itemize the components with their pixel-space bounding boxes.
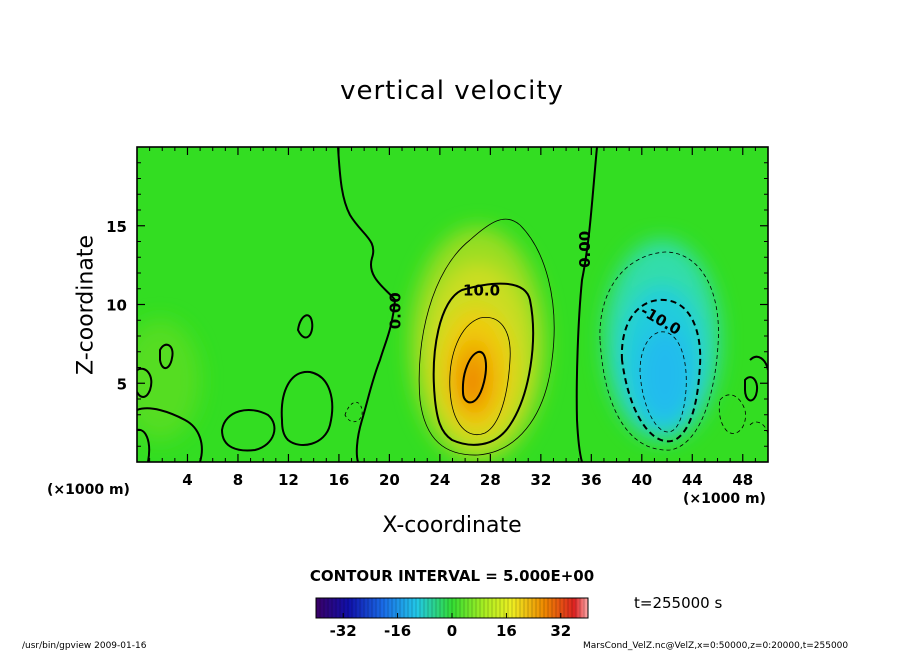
y-tick-label: 10	[106, 297, 127, 315]
contour-interval: CONTOUR INTERVAL = 5.000E+00	[309, 567, 595, 585]
x-axis-label: X-coordinate	[382, 513, 522, 538]
x-tick-label: 24	[429, 471, 450, 489]
contour-5-updraft	[418, 218, 555, 456]
y-tick-label: 5	[117, 375, 127, 393]
x-tick-label: 16	[328, 471, 349, 489]
x-tick-label: 48	[732, 471, 753, 489]
shaded-field	[137, 147, 768, 462]
contour-neg10-downdraft	[620, 298, 702, 443]
colorbar: -32 -16 0 16 32	[315, 597, 589, 640]
y-tick-label: 15	[106, 218, 127, 236]
time-label: t=255000 s	[634, 594, 723, 612]
contour-label: 10.0	[463, 281, 500, 299]
contour-neg5-downdraft	[599, 251, 719, 451]
downdraft-core	[639, 329, 691, 421]
footer-left: /usr/bin/gpview 2009-01-16	[22, 641, 147, 651]
colorbar-tick-label: 32	[550, 622, 571, 640]
x-multiplier-left: (×1000 m)	[47, 482, 130, 498]
contour-label-text: 0.00	[387, 292, 405, 329]
colorbar-tick-label: -16	[384, 622, 411, 640]
contour-label: 0.00	[387, 292, 405, 329]
x-tick-label: 12	[278, 471, 299, 489]
contour-label-text: 10.0	[463, 281, 500, 299]
y-axis-label: Z-coordinate	[73, 235, 99, 375]
x-multiplier-right: (×1000 m)	[683, 491, 766, 507]
x-tick-label: 20	[379, 471, 400, 489]
chart-title: vertical velocity	[340, 76, 564, 106]
x-tick-label: 44	[682, 471, 703, 489]
colorbar-tick-label: 16	[496, 622, 517, 640]
contour-label-text: 0.00	[576, 231, 594, 268]
x-tick-label: 32	[530, 471, 551, 489]
colorbar-tick-label: 0	[447, 622, 457, 640]
y-axis: 5 10 15	[106, 162, 768, 447]
x-tick-label: 40	[631, 471, 652, 489]
colorbar-tick-label: -32	[330, 622, 357, 640]
footer-right: MarsCond_VelZ.nc@VelZ,x=0:50000,z=0:2000…	[583, 641, 849, 651]
contour-15-updraft	[449, 317, 511, 435]
contour-neg15-downdraft	[639, 331, 687, 433]
contour-zero-right	[575, 147, 598, 462]
x-tick-label: 36	[581, 471, 602, 489]
x-tick-label: 8	[233, 471, 243, 489]
x-tick-label: 28	[480, 471, 501, 489]
contour-25-updraft	[461, 350, 487, 404]
contour-label: 0.00	[576, 231, 594, 268]
contour-zero-left	[337, 147, 397, 462]
x-tick-label: 4	[182, 471, 192, 489]
contour-10-updraft	[432, 282, 535, 446]
x-axis: 4 8 12 16 20 24 28 32 36 40 44 48	[149, 147, 756, 489]
